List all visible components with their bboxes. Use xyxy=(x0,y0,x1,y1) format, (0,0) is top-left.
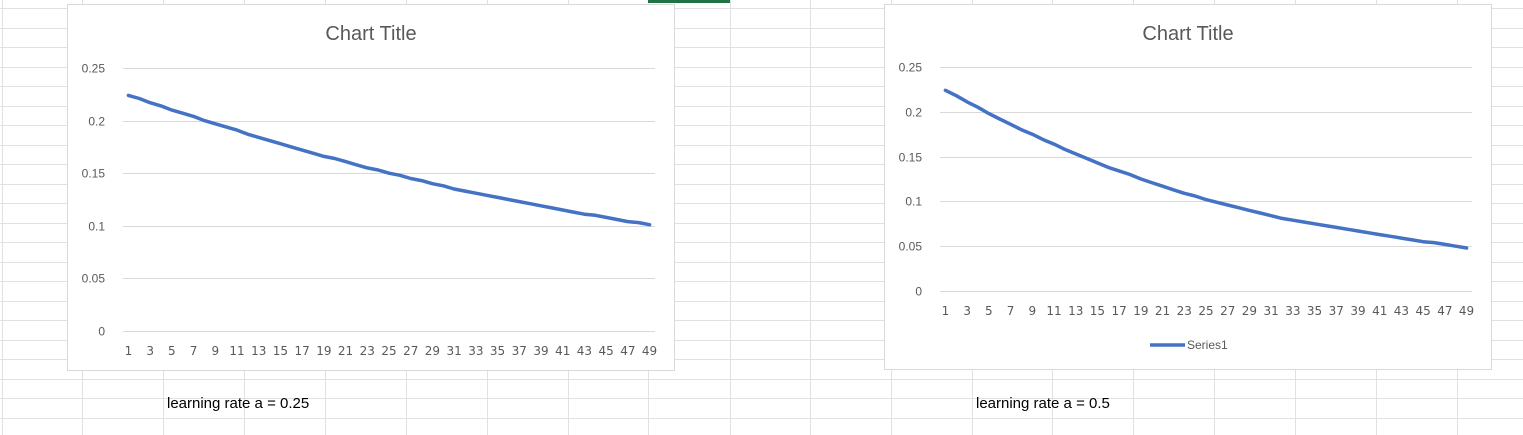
x-tick-label: 11 xyxy=(1046,304,1061,318)
x-tick-label: 45 xyxy=(1416,304,1431,318)
x-tick-label: 41 xyxy=(555,344,570,358)
x-tick-label: 19 xyxy=(1133,304,1148,318)
chart-learning-rate-0-25[interactable]: Chart Title 0 0.05 0.1 0.15 0.2 0.25 1 3 5 7 9 11 13… xyxy=(67,4,675,371)
x-tick-label: 29 xyxy=(425,344,440,358)
caption-learning-rate: learning rate a = 0.5 xyxy=(976,395,1110,412)
x-tick-label: 33 xyxy=(468,344,483,358)
x-tick-label: 17 xyxy=(1112,304,1127,318)
legend-label: Series1 xyxy=(1187,338,1228,352)
x-tick-label: 11 xyxy=(229,344,244,358)
x-tick-label: 9 xyxy=(1028,304,1036,318)
x-tick-label: 13 xyxy=(1068,304,1083,318)
x-tick-label: 31 xyxy=(1264,304,1279,318)
x-tick-label: 43 xyxy=(1394,304,1409,318)
x-tick-label: 1 xyxy=(942,304,950,318)
x-tick-label: 1 xyxy=(125,344,133,358)
x-tick-label: 3 xyxy=(146,344,154,358)
x-tick-label: 25 xyxy=(381,344,396,358)
chart-plot-area: 00.050.10.150.20.251 3 5 7 9 11 13 15 17 19 21 23 25… xyxy=(82,62,658,359)
x-tick-label: 33 xyxy=(1285,304,1300,318)
x-tick-label: 15 xyxy=(1090,304,1105,318)
x-tick-label: 29 xyxy=(1242,304,1257,318)
x-tick-label: 27 xyxy=(403,344,418,358)
x-tick-label: 47 xyxy=(1437,304,1452,318)
x-tick-label: 21 xyxy=(1155,304,1170,318)
x-tick-label: 45 xyxy=(599,344,614,358)
x-tick-label: 5 xyxy=(985,304,993,318)
y-tick-label: 0.25 xyxy=(82,62,106,76)
x-tick-label: 43 xyxy=(577,344,592,358)
x-tick-label: 3 xyxy=(963,304,971,318)
y-tick-label: 0.2 xyxy=(88,115,105,129)
x-tick-label: 19 xyxy=(316,344,331,358)
series-line xyxy=(943,88,1469,250)
x-tick-label: 39 xyxy=(533,344,548,358)
x-tick-label: 47 xyxy=(620,344,635,358)
x-tick-label: 23 xyxy=(1177,304,1192,318)
x-tick-label: 7 xyxy=(1007,304,1015,318)
chart-title: Chart Title xyxy=(325,23,417,45)
y-tick-label: 0.1 xyxy=(88,220,105,234)
x-tick-label: 41 xyxy=(1372,304,1387,318)
x-tick-label: 37 xyxy=(512,344,527,358)
y-tick-label: 0.25 xyxy=(899,61,923,75)
y-tick-label: 0 xyxy=(98,325,105,339)
y-tick-label: 0.05 xyxy=(82,272,106,286)
y-tick-label: 0.15 xyxy=(899,151,923,165)
x-tick-label: 21 xyxy=(338,344,353,358)
chart-plot-area: 00.050.10.150.20.251 3 5 7 9 11 13 15 17 19 21 23 25… xyxy=(899,61,1475,353)
x-tick-label: 49 xyxy=(1459,304,1474,318)
y-tick-label: 0 xyxy=(915,285,922,299)
x-tick-label: 13 xyxy=(251,344,266,358)
x-tick-label: 17 xyxy=(295,344,310,358)
x-tick-label: 25 xyxy=(1198,304,1213,318)
series-line xyxy=(126,93,652,227)
x-tick-label: 7 xyxy=(190,344,198,358)
y-tick-label: 0.05 xyxy=(899,240,923,254)
x-tick-label: 37 xyxy=(1329,304,1344,318)
x-tick-label: 35 xyxy=(1307,304,1322,318)
x-tick-label: 35 xyxy=(490,344,505,358)
x-tick-label: 15 xyxy=(273,344,288,358)
y-tick-label: 0.1 xyxy=(905,195,922,209)
x-tick-label: 23 xyxy=(360,344,375,358)
x-tick-label: 49 xyxy=(642,344,657,358)
y-tick-label: 0.15 xyxy=(82,167,106,181)
chart-learning-rate-0-5[interactable]: Chart Title 0 0.05 0.1 0.15 0.2 0.25 1 3 5 7 9 11 13… xyxy=(884,4,1492,370)
y-tick-label: 0.2 xyxy=(905,106,922,120)
x-tick-label: 31 xyxy=(447,344,462,358)
x-tick-label: 39 xyxy=(1350,304,1365,318)
x-tick-label: 27 xyxy=(1220,304,1235,318)
chart-title: Chart Title xyxy=(1142,23,1234,45)
x-tick-label: 5 xyxy=(168,344,176,358)
x-tick-label: 9 xyxy=(211,344,219,358)
caption-learning-rate: learning rate a = 0.25 xyxy=(167,395,310,412)
active-column-marker xyxy=(648,0,730,3)
